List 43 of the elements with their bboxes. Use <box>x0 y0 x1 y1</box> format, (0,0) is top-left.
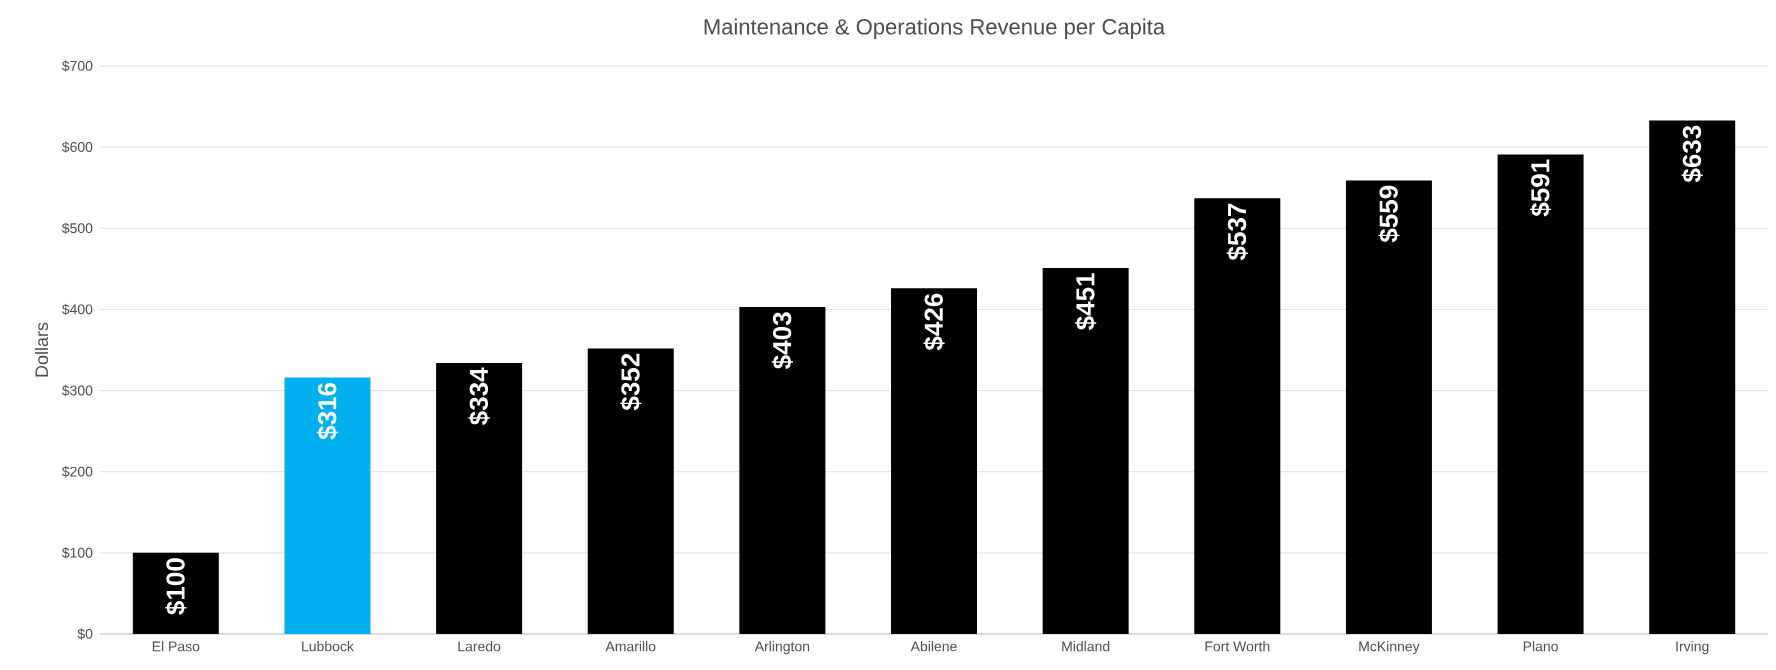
bar <box>284 377 371 634</box>
x-tick-label: Irving <box>1676 641 1709 655</box>
bar <box>1649 120 1736 634</box>
x-tick-label: Laredo <box>458 641 501 652</box>
x-tick-label: Midland <box>1062 641 1110 652</box>
y-tick-label: $500 <box>61 222 93 234</box>
bar <box>132 552 219 634</box>
bar <box>891 288 978 634</box>
x-tick-label: Arlington <box>754 641 810 655</box>
x-tick-label: Amarillo <box>605 641 656 652</box>
y-tick-label: $700 <box>61 60 93 72</box>
x-tick-label: Plano <box>1523 641 1558 652</box>
data-label: $426 <box>923 293 945 351</box>
data-label: $403 <box>771 312 794 369</box>
chart-title: Maintenance & Operations Revenue per Capita <box>704 18 1166 39</box>
y-axis-title: Dollars <box>34 322 49 377</box>
data-label: $334 <box>468 367 490 425</box>
data-label: $591 <box>1529 159 1552 217</box>
y-tick-label: $400 <box>61 303 93 316</box>
y-tick-label: $600 <box>61 141 93 153</box>
x-tick-label: El Paso <box>152 641 200 652</box>
x-tick-label: McKinney <box>1359 641 1420 655</box>
bar <box>1042 268 1129 634</box>
data-label: $537 <box>1226 203 1248 261</box>
x-tick-label: Fort Worth <box>1205 641 1270 652</box>
bar <box>587 348 674 634</box>
y-tick-label: $0 <box>77 628 93 640</box>
bar <box>1497 154 1584 634</box>
data-label: $352 <box>620 353 642 411</box>
bar <box>739 307 826 634</box>
data-label: $451 <box>1075 273 1097 330</box>
data-label: $100 <box>165 558 187 615</box>
data-label: $633 <box>1681 125 1703 183</box>
x-tick-label: Abilene <box>910 641 957 652</box>
data-label: $316 <box>316 382 339 440</box>
y-tick-label: $100 <box>61 547 93 559</box>
bar <box>1345 180 1432 634</box>
y-tick-label: $200 <box>61 466 93 478</box>
data-label: $559 <box>1378 185 1400 243</box>
bar <box>436 363 523 634</box>
y-tick-label: $300 <box>61 384 93 397</box>
x-tick-label: Lubbock <box>302 641 354 652</box>
bar <box>1194 198 1281 634</box>
